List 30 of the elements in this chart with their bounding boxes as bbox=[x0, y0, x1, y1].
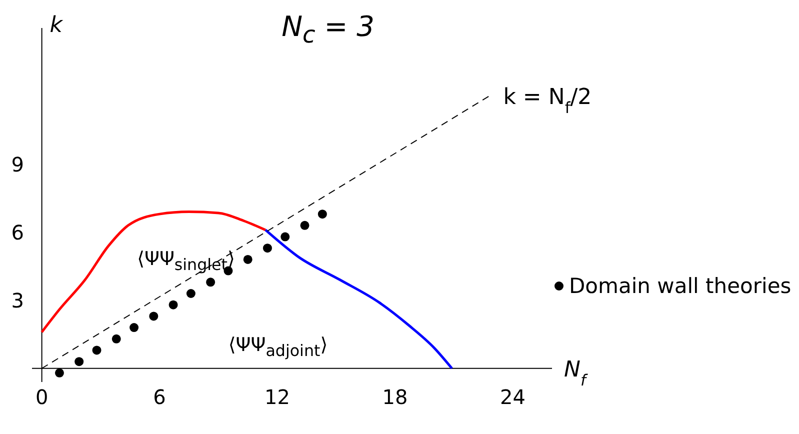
point bbox=[318, 210, 327, 219]
x-tick-label: 0 bbox=[35, 385, 48, 410]
y-axis-title: k bbox=[50, 13, 64, 38]
chart-title: N$_{c}$ = 3 bbox=[280, 10, 376, 49]
y-tick-label: 6 bbox=[11, 220, 24, 244]
point bbox=[92, 346, 102, 355]
point bbox=[262, 244, 272, 253]
point bbox=[186, 289, 196, 298]
point bbox=[206, 278, 216, 287]
point bbox=[243, 254, 252, 264]
annotation: ⟨ΨΨ$_{adjoint}$⟩ bbox=[227, 334, 329, 360]
line-series bbox=[264, 228, 454, 370]
point bbox=[280, 232, 290, 242]
series-label: k = N$_{f}$/2 bbox=[503, 85, 592, 118]
x-axis-title: N$_{f}$ bbox=[564, 357, 588, 390]
point bbox=[130, 323, 139, 332]
x-tick-label: 6 bbox=[153, 385, 166, 410]
y-tick-label: 3 bbox=[11, 288, 24, 312]
point bbox=[168, 300, 178, 310]
legend-label: Domain wall theories bbox=[569, 274, 792, 298]
point bbox=[54, 368, 64, 378]
x-tick-label: 12 bbox=[264, 385, 290, 410]
x-tick-label: 24 bbox=[500, 385, 526, 410]
y-tick-label: 9 bbox=[11, 152, 24, 176]
line-series bbox=[40, 210, 267, 334]
point bbox=[112, 334, 121, 344]
x-tick-label: 18 bbox=[382, 385, 408, 410]
point bbox=[74, 357, 84, 366]
point bbox=[149, 312, 158, 321]
point bbox=[300, 220, 310, 230]
